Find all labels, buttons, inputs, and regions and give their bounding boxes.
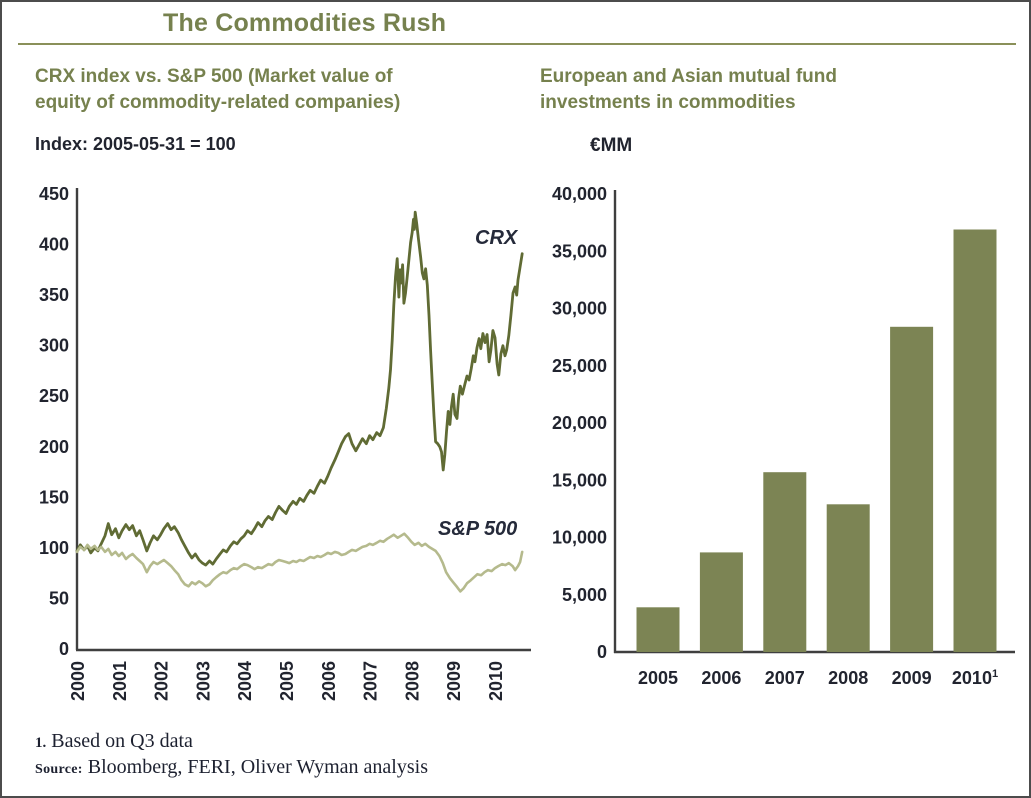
bar-chart-y-tick-label: 40,000	[552, 184, 607, 204]
bar-chart-y-tick-label: 5,000	[562, 585, 607, 605]
bar-2007	[763, 472, 807, 652]
line-chart-y-tick-label: 100	[39, 538, 69, 558]
crx-series-label: CRX	[475, 227, 519, 249]
bar-chart: 0 5,000 10,000 15,000 20,000 25,000 30,000 35,0…	[552, 184, 1015, 688]
line-chart-y-tick-label: 300	[39, 336, 69, 356]
bar-chart-title: European and Asian mutual fund investmen…	[540, 64, 837, 116]
bar-chart-x-tick-label: 2006	[701, 668, 741, 688]
sp500-series-label: S&P 500	[438, 518, 517, 540]
source-label: Source:	[35, 762, 83, 777]
bar-chart-y-tick-label: 30,000	[552, 299, 607, 319]
bar-2006	[699, 552, 743, 652]
line-chart-y-tick-label: 250	[39, 386, 69, 406]
footnote-superscript: 1	[992, 668, 998, 680]
line-chart-x-tick-label: 2000	[68, 661, 88, 701]
bar-chart-x-tick-label: 2005	[638, 668, 678, 688]
bar-chart-x-tick-label: 20101	[952, 668, 998, 688]
line-chart-title-line1: CRX index vs. S&P 500 (Market value of	[35, 66, 393, 87]
line-chart-x-tick-label: 2010	[486, 661, 506, 701]
bar-chart-y-tick-label: 35,000	[552, 241, 607, 261]
line-chart-y-tick-label: 150	[39, 487, 69, 507]
line-chart-x-tick-label: 2007	[361, 661, 381, 701]
bar-chart-y-tick-label: 15,000	[552, 470, 607, 490]
line-chart-x-tick-label: 2003	[193, 661, 213, 701]
line-chart-y-tick-label: 50	[49, 588, 69, 608]
bar-chart-y-tick-label: 25,000	[552, 356, 607, 376]
bar-chart-title-line2: investments in commodities	[540, 92, 796, 113]
bar-2005	[636, 607, 680, 652]
bar-chart-unit-label: €MM	[590, 135, 633, 156]
page-title: The Commodities Rush	[163, 9, 447, 37]
footnote-marker: 1.	[35, 735, 47, 751]
sp500-line	[75, 532, 524, 593]
bar-chart-y-tick-label: 20,000	[552, 413, 607, 433]
bar-chart-y-tick-label: 0	[597, 642, 607, 662]
index-base-note: Index: 2005-05-31 = 100	[35, 134, 236, 154]
line-chart-y-tick-label: 350	[39, 285, 69, 305]
bar-chart-x-tick-label: 2008	[828, 668, 868, 688]
bar-chart-x-tick-label: 2007	[765, 668, 805, 688]
footnote-text: Based on Q3 data	[51, 730, 193, 752]
bar-chart-title-line1: European and Asian mutual fund	[540, 66, 837, 87]
line-chart-y-tick-label: 450	[39, 184, 69, 204]
source-text: Bloomberg, FERI, Oliver Wyman analysis	[87, 756, 428, 778]
bar-chart-x-tick-label: 2009	[892, 668, 932, 688]
line-chart-x-tick-label: 2002	[152, 661, 172, 701]
bar-2008	[826, 504, 870, 652]
bar-chart-y-tick-label: 10,000	[552, 528, 607, 548]
crx-line	[75, 210, 524, 567]
line-chart-y-tick-label: 0	[59, 639, 69, 659]
footnote: 1. Based on Q3 data	[35, 730, 193, 753]
line-chart-x-tick-label: 2005	[277, 661, 297, 701]
line-chart-x-tick-label: 2008	[402, 661, 422, 701]
line-chart-x-tick-label: 2006	[319, 661, 339, 701]
line-chart-title: CRX index vs. S&P 500 (Market value of e…	[35, 64, 400, 116]
line-chart-y-tick-label: 200	[39, 437, 69, 457]
line-chart-x-tick-label: 2001	[110, 661, 130, 701]
line-chart: 0 50 100 150 200 250 300 350 400 450 2000 2001 2002 2…	[39, 184, 531, 701]
title-divider	[18, 43, 1016, 45]
line-chart-x-tick-label: 2009	[444, 661, 464, 701]
line-chart-x-tick-label: 2004	[235, 661, 255, 701]
line-chart-title-line2: equity of commodity-related companies)	[35, 92, 401, 113]
bar-2010	[953, 229, 997, 652]
line-chart-y-tick-label: 400	[39, 235, 69, 255]
bar-2009	[890, 326, 934, 652]
source-line: Source: Bloomberg, FERI, Oliver Wyman an…	[35, 756, 428, 779]
